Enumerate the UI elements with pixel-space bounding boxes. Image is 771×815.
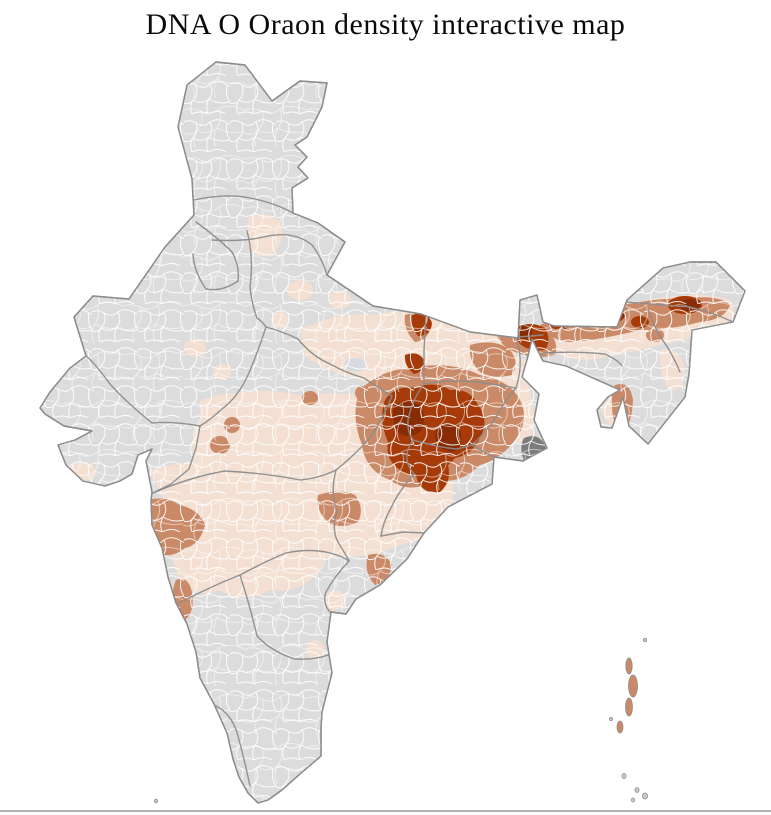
little-andaman-island[interactable]	[616, 720, 624, 734]
bottom-divider	[0, 810, 771, 812]
andaman-nicobar-islands[interactable]	[153, 638, 649, 804]
nicobar-island-3	[642, 792, 649, 800]
india-coastline	[39, 61, 746, 804]
page-title: DNA O Oraon density interactive map	[145, 8, 626, 41]
district-mesh-overlay-2	[40, 62, 745, 803]
andaman-island-middle[interactable]	[628, 674, 638, 698]
island-dot-1	[643, 638, 648, 643]
state-borders	[85, 195, 734, 787]
andaman-island-south[interactable]	[625, 697, 633, 717]
nicobar-island-1	[621, 773, 627, 780]
lakshadweep-island	[153, 798, 158, 804]
andaman-island-north[interactable]	[625, 657, 633, 675]
island-dot-2	[609, 717, 614, 722]
nicobar-island-2	[634, 787, 640, 793]
nicobar-island-4	[631, 797, 636, 803]
